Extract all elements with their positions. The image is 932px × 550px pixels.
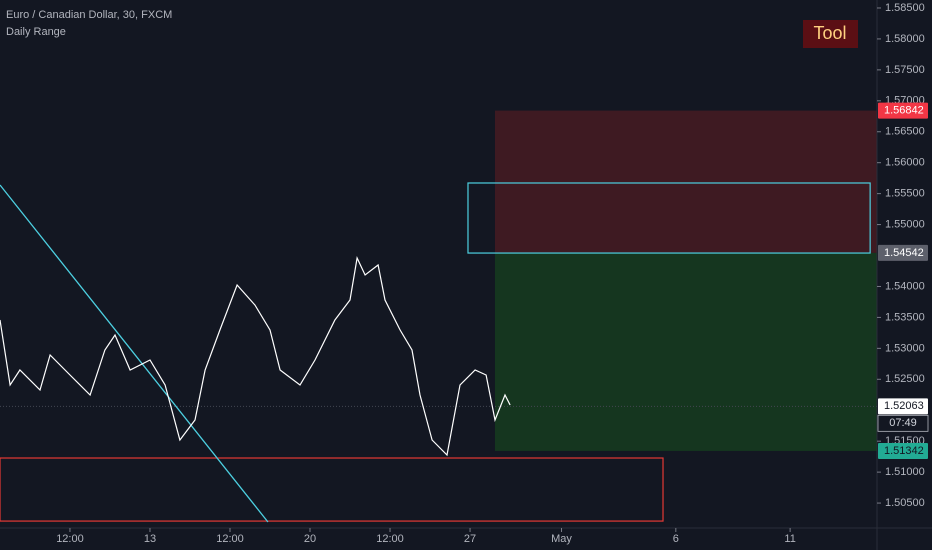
y-tick-label: 1.50500 [885, 497, 925, 509]
box [0, 457, 664, 522]
plot [0, 110, 877, 523]
tool-button-label[interactable]: Tool [813, 23, 846, 43]
price-badge [878, 102, 928, 119]
x-tick-label: 12:00 [216, 533, 244, 545]
x-tick-label: 6 [673, 533, 679, 545]
zone [494, 110, 877, 253]
y-tick-label: 1.53500 [885, 311, 925, 323]
price-badge [878, 244, 928, 261]
y-tick-label: 1.52500 [885, 373, 925, 385]
price-badge-label: 1.51342 [884, 445, 924, 457]
price-badge-label: 1.54542 [884, 247, 924, 259]
box [467, 182, 871, 254]
y-tick-label: 1.57500 [885, 64, 925, 76]
price-line [0, 256, 511, 457]
y-tick-label: 1.55000 [885, 218, 925, 230]
y-tick-label: 1.56000 [885, 157, 925, 169]
y-tick-label: 1.56500 [885, 126, 925, 138]
chart-title: Euro / Canadian Dollar, 30, FXCM [6, 9, 172, 21]
y-tick-label: 1.55500 [885, 188, 925, 200]
x-tick-label: 11 [784, 533, 795, 545]
tool-button[interactable] [803, 20, 858, 48]
x-tick-label: 13 [144, 533, 156, 545]
indicator-name: Daily Range [6, 26, 66, 38]
price-badge [878, 398, 928, 415]
price-badge-label: 1.52063 [884, 400, 924, 412]
y-tick-label: 1.58500 [885, 2, 925, 14]
x-tick-label: 12:00 [56, 533, 84, 545]
countdown-badge [877, 414, 929, 432]
y-tick-label: 1.53000 [885, 342, 925, 354]
y-tick-label: 1.51000 [885, 466, 925, 478]
x-tick-label: 12:00 [376, 533, 404, 545]
x-tick-label: 27 [464, 533, 476, 545]
x-tick-label: May [551, 533, 572, 545]
countdown: 07:49 [889, 417, 917, 429]
price-badge [878, 442, 928, 459]
x-tick-label: 20 [304, 533, 316, 545]
trendline [0, 184, 269, 523]
zone [494, 252, 877, 451]
price-badge-label: 1.56842 [884, 104, 924, 116]
y-tick-label: 1.54000 [885, 280, 925, 292]
y-tick-label: 1.58000 [885, 33, 925, 45]
axes: 1.585001.580001.575001.570001.565001.560… [56, 2, 929, 545]
